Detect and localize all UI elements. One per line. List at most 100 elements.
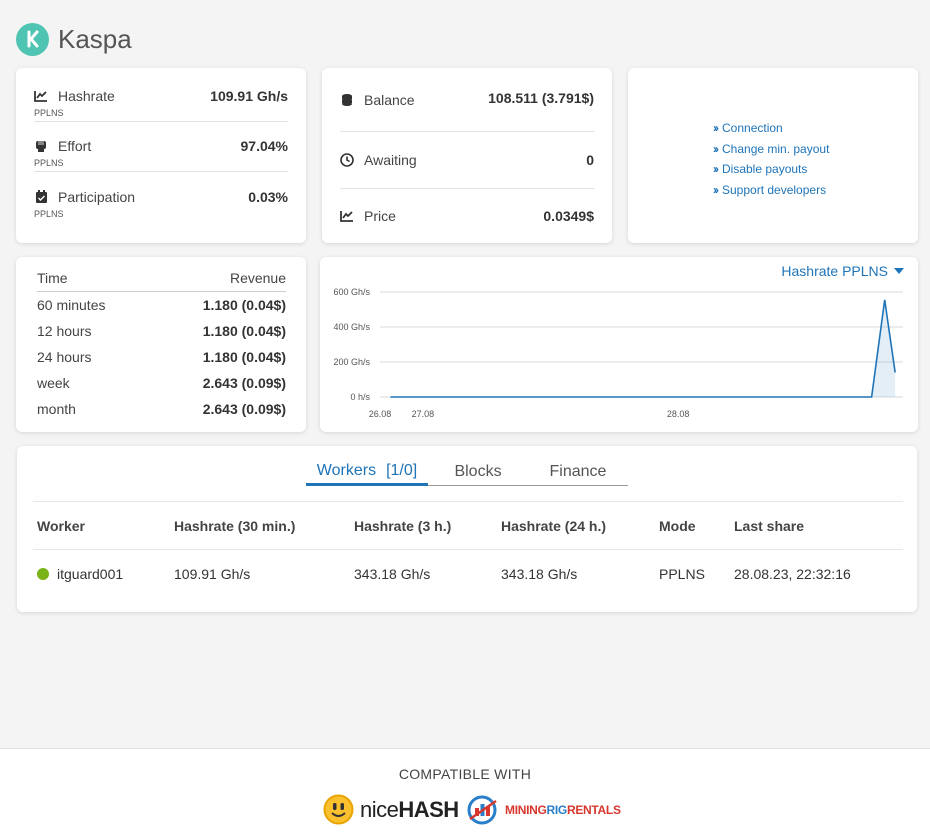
y-tick-label: 400 Gh/s (333, 322, 370, 332)
divider (34, 121, 288, 122)
tab-bar: Workers [1/0] Blocks Finance (306, 458, 628, 486)
chart-type-label: Hashrate PPLNS (781, 263, 888, 279)
workers-card: Workers [1/0] Blocks Finance Worker Hash… (17, 446, 917, 612)
worker-mode: PPLNS (659, 566, 705, 582)
y-tick-label: 200 Gh/s (333, 357, 370, 367)
chart-line-icon (340, 209, 354, 223)
link-connection[interactable]: ›› Connection (713, 118, 829, 139)
revenue-amount: 1.180 (0.04$) (202, 323, 286, 339)
tab-workers-badge: [1/0] (386, 461, 418, 479)
nicehash-logo[interactable]: niceHASH (322, 793, 459, 826)
revenue-row: 24 hours 1.180 (0.04$) (37, 344, 286, 370)
revenue-amount: 2.643 (0.09$) (202, 401, 286, 417)
double-chevron-right-icon: ›› (713, 141, 719, 156)
tab-blocks[interactable]: Blocks (428, 458, 528, 486)
balance-stat: Balance 108.511 (3.791$) (340, 88, 594, 112)
y-tick-label: 0 h/s (350, 392, 370, 402)
revenue-amount: 1.180 (0.04$) (202, 297, 286, 313)
miningrigrentals-globe-icon (467, 795, 497, 825)
tab-finance[interactable]: Finance (528, 458, 628, 486)
mrr-text-c: RENTALS (566, 802, 621, 817)
worker-name-cell: itguard001 (37, 550, 123, 598)
col-last-share[interactable]: Last share (734, 518, 805, 534)
nicehash-text-a: nice (360, 796, 399, 822)
revenue-card: Time Revenue 60 minutes 1.180 (0.04$) 12 h… (16, 257, 306, 432)
fist-icon (34, 139, 48, 153)
worker-hashrate-30min: 109.91 Gh/s (174, 566, 251, 582)
caret-down-icon (894, 268, 904, 274)
divider (34, 171, 288, 172)
participation-label: Participation (58, 189, 136, 205)
participation-stat: Participation 0.03% PPLNS (34, 189, 288, 219)
hashrate-stat: Hashrate 109.91 Gh/s PPLNS (34, 88, 288, 118)
divider (340, 131, 594, 132)
double-chevron-right-icon: ›› (713, 162, 719, 177)
workers-table: Worker Hashrate (30 min.) Hashrate (3 h.… (33, 501, 903, 597)
col-hashrate-24h[interactable]: Hashrate (24 h.) (501, 518, 607, 534)
clock-icon (340, 153, 354, 167)
x-tick-label: 26.08 (369, 409, 392, 419)
nicehash-face-icon (323, 794, 354, 825)
link-change-min-payout-label: Change min. payout (722, 141, 830, 156)
price-label: Price (364, 208, 396, 224)
revenue-col-revenue: Revenue (229, 270, 286, 286)
link-connection-label: Connection (722, 121, 783, 136)
pool-stats-card: Hashrate 109.91 Gh/s PPLNS Effort 97.04%… (16, 68, 306, 243)
link-disable-payouts[interactable]: ›› Disable payouts (713, 159, 829, 180)
balance-label: Balance (364, 92, 415, 108)
revenue-row: week 2.643 (0.09$) (37, 370, 286, 396)
miningrigrentals-logo[interactable]: MININGRIGRENTALS (466, 793, 621, 826)
page-title: Kaspa (58, 23, 132, 54)
coins-icon (340, 93, 354, 107)
revenue-row: 60 minutes 1.180 (0.04$) (37, 292, 286, 318)
table-row[interactable]: itguard001 109.91 Gh/s 343.18 Gh/s 343.1… (33, 549, 903, 597)
worker-hashrate-3h: 343.18 Gh/s (354, 566, 431, 582)
tab-workers[interactable]: Workers [1/0] (306, 458, 428, 486)
worker-name: itguard001 (57, 566, 124, 582)
x-tick-label: 28.08 (667, 409, 690, 419)
double-chevron-right-icon: ›› (713, 121, 719, 136)
revenue-period: 12 hours (37, 323, 92, 339)
mrr-text-b: RIG (546, 802, 568, 817)
revenue-row: month 2.643 (0.09$) (37, 396, 286, 422)
tab-finance-label: Finance (549, 463, 607, 480)
balance-value: 108.511 (3.791$) (488, 89, 594, 106)
footer: COMPATIBLE WITH niceHASH MININGRIGRENTAL… (0, 748, 930, 834)
hashrate-mode: PPLNS (34, 108, 64, 118)
hashrate-chart-card: Hashrate PPLNS 600 Gh/s 400 Gh/s 200 Gh/s 0… (320, 257, 918, 432)
link-support-developers[interactable]: ›› Support developers (713, 180, 829, 201)
series-area (390, 299, 896, 397)
series-line (390, 299, 896, 398)
chart-line-icon (34, 89, 48, 103)
nicehash-text-b: HASH (398, 796, 459, 822)
col-mode[interactable]: Mode (659, 518, 696, 534)
revenue-period: 24 hours (37, 349, 92, 365)
balance-card: Balance 108.511 (3.791$) Awaiting 0 Pric… (322, 68, 612, 243)
tab-blocks-label: Blocks (454, 463, 502, 480)
mrr-text-a: MINING (505, 802, 547, 817)
revenue-amount: 2.643 (0.09$) (202, 375, 286, 391)
awaiting-stat: Awaiting 0 (340, 148, 594, 172)
revenue-header: Time Revenue (37, 270, 286, 292)
col-hashrate-3h[interactable]: Hashrate (3 h.) (354, 518, 452, 534)
participation-value: 0.03% (248, 189, 288, 205)
chart-type-dropdown[interactable]: Hashrate PPLNS (781, 263, 904, 279)
revenue-period: 60 minutes (37, 297, 106, 313)
tab-workers-label: Workers (316, 461, 377, 479)
awaiting-label: Awaiting (364, 152, 417, 168)
links-card: ›› Connection ›› Change min. payout ›› D… (628, 68, 918, 243)
link-change-min-payout[interactable]: ›› Change min. payout (713, 139, 829, 160)
kaspa-logo-icon[interactable] (16, 22, 49, 56)
online-status-icon (37, 568, 49, 580)
worker-last-share: 28.08.23, 22:32:16 (734, 566, 851, 582)
y-tick-label: 600 Gh/s (333, 287, 370, 297)
awaiting-value: 0 (586, 152, 594, 168)
hashrate-label: Hashrate (58, 88, 115, 104)
x-tick-label: 27.08 (412, 409, 435, 419)
col-worker[interactable]: Worker (37, 518, 85, 534)
revenue-row: 12 hours 1.180 (0.04$) (37, 318, 286, 344)
participation-mode: PPLNS (34, 209, 64, 219)
col-hashrate-30min[interactable]: Hashrate (30 min.) (174, 518, 296, 534)
worker-hashrate-24h: 343.18 Gh/s (501, 566, 578, 582)
effort-stat: Effort 97.04% PPLNS (34, 138, 288, 168)
